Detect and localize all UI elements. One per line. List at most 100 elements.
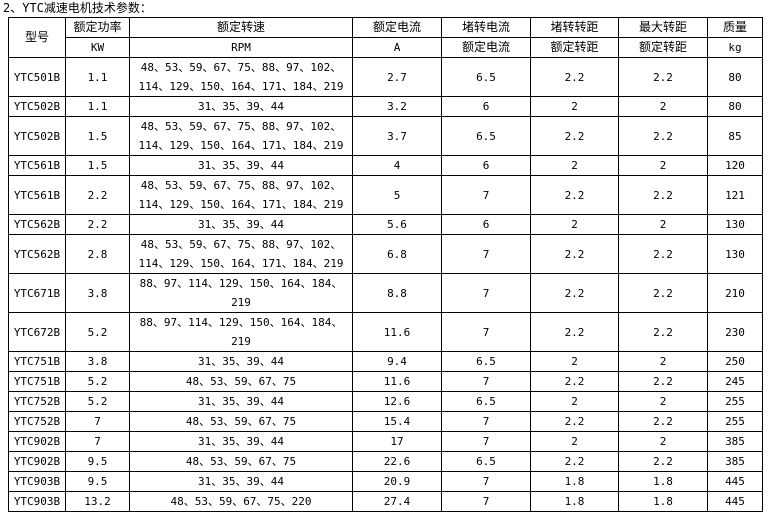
cell-max-torque: 2 — [618, 431, 708, 452]
cell-max-torque: 2.2 — [618, 312, 708, 352]
rpm-line: 31、35、39、44 — [198, 475, 284, 488]
cell-rpm: 48、53、59、67、75 — [129, 451, 353, 472]
rpm-line: 114、129、150、164、171、184、219 — [138, 80, 344, 93]
header-current-unit: A — [352, 37, 442, 58]
table-row: YTC502B 1.5 48、53、59、67、75、88、97、102、 114、1… — [8, 116, 763, 156]
cell-model: YTC902B — [8, 431, 66, 452]
cell-stall-torque: 2.2 — [530, 57, 619, 97]
cell-stall-torque: 2.2 — [530, 175, 619, 215]
cell-max-torque: 2 — [618, 155, 708, 176]
cell-stall-current: 6 — [441, 96, 531, 117]
cell-max-torque: 2 — [618, 391, 708, 412]
cell-model: YTC562B — [8, 214, 66, 235]
cell-mass: 385 — [707, 431, 763, 452]
cell-stall-current: 7 — [441, 371, 531, 392]
cell-model: YTC672B — [8, 312, 66, 352]
cell-power: 2.2 — [65, 175, 130, 215]
cell-model: YTC752B — [8, 391, 66, 412]
rpm-line: 88、97、114、129、150、164、184、 — [139, 316, 343, 329]
cell-model: YTC562B — [8, 234, 66, 274]
cell-power: 3.8 — [65, 273, 130, 313]
cell-stall-current: 6.5 — [441, 391, 531, 412]
cell-current: 6.8 — [352, 234, 442, 274]
cell-stall-torque: 2.2 — [530, 116, 619, 156]
cell-power: 1.5 — [65, 155, 130, 176]
table-row: YTC562B 2.8 48、53、59、67、75、88、97、102、 114、1… — [8, 234, 763, 274]
cell-stall-torque: 2 — [530, 155, 619, 176]
cell-stall-current: 6.5 — [441, 116, 531, 156]
cell-current: 5 — [352, 175, 442, 215]
cell-current: 3.2 — [352, 96, 442, 117]
rpm-line: 31、35、39、44 — [198, 100, 284, 113]
cell-current: 27.4 — [352, 491, 442, 512]
table-row: YTC561B 1.5 31、35、39、44 4 6 2 2 120 — [8, 155, 763, 176]
cell-rpm: 31、35、39、44 — [129, 391, 353, 412]
cell-rpm: 31、35、39、44 — [129, 96, 353, 117]
cell-power: 1.1 — [65, 96, 130, 117]
table-row: YTC501B 1.1 48、53、59、67、75、88、97、102、 114、1… — [8, 57, 763, 97]
cell-current: 11.6 — [352, 371, 442, 392]
cell-model: YTC902B — [8, 451, 66, 472]
cell-model: YTC752B — [8, 411, 66, 432]
rpm-line: 114、129、150、164、171、184、219 — [138, 198, 344, 211]
cell-mass: 445 — [707, 491, 763, 512]
cell-model: YTC751B — [8, 371, 66, 392]
cell-max-torque: 2.2 — [618, 411, 708, 432]
cell-power: 5.2 — [65, 371, 130, 392]
rpm-line: 114、129、150、164、171、184、219 — [138, 139, 344, 152]
cell-stall-current: 6 — [441, 155, 531, 176]
cell-stall-torque: 2.2 — [530, 273, 619, 313]
cell-rpm: 48、53、59、67、75、88、97、102、 114、129、150、164… — [129, 57, 353, 97]
cell-stall-current: 7 — [441, 491, 531, 512]
cell-stall-current: 7 — [441, 312, 531, 352]
cell-max-torque: 2.2 — [618, 116, 708, 156]
table-row: YTC902B 7 31、35、39、44 17 7 2 2 385 — [8, 431, 763, 452]
cell-model: YTC561B — [8, 175, 66, 215]
cell-stall-torque: 2.2 — [530, 451, 619, 472]
cell-stall-current: 6.5 — [441, 351, 531, 372]
cell-current: 8.8 — [352, 273, 442, 313]
header-power: 额定功率 — [65, 17, 130, 38]
cell-max-torque: 2.2 — [618, 371, 708, 392]
header-speed: 额定转速 — [129, 17, 353, 38]
rpm-line: 31、35、39、44 — [198, 395, 284, 408]
cell-model: YTC501B — [8, 57, 66, 97]
cell-current: 2.7 — [352, 57, 442, 97]
cell-power: 2.8 — [65, 234, 130, 274]
cell-current: 3.7 — [352, 116, 442, 156]
cell-max-torque: 2 — [618, 214, 708, 235]
rpm-line: 31、35、39、44 — [198, 435, 284, 448]
cell-power: 1.1 — [65, 57, 130, 97]
cell-power: 3.8 — [65, 351, 130, 372]
table-row: YTC752B 7 48、53、59、67、75 15.4 7 2.2 2.2 255 — [8, 411, 763, 432]
cell-stall-torque: 2 — [530, 391, 619, 412]
cell-max-torque: 2.2 — [618, 451, 708, 472]
table-body: YTC501B 1.1 48、53、59、67、75、88、97、102、 114、1… — [8, 57, 763, 512]
header-model: 型号 — [8, 17, 66, 58]
cell-mass: 85 — [707, 116, 763, 156]
rpm-line: 48、53、59、67、75、88、97、102、 — [140, 179, 342, 192]
rpm-line: 48、53、59、67、75 — [185, 415, 297, 428]
cell-stall-current: 7 — [441, 431, 531, 452]
cell-mass: 80 — [707, 57, 763, 97]
rpm-line: 114、129、150、164、171、184、219 — [138, 257, 344, 270]
cell-mass: 230 — [707, 312, 763, 352]
header-stall-torque: 堵转转距 — [530, 17, 619, 38]
cell-stall-current: 7 — [441, 471, 531, 492]
cell-mass: 130 — [707, 214, 763, 235]
cell-power: 5.2 — [65, 391, 130, 412]
cell-current: 22.6 — [352, 451, 442, 472]
cell-power: 5.2 — [65, 312, 130, 352]
cell-power: 13.2 — [65, 491, 130, 512]
cell-mass: 245 — [707, 371, 763, 392]
cell-model: YTC903B — [8, 491, 66, 512]
cell-power: 2.2 — [65, 214, 130, 235]
rpm-line: 219 — [231, 296, 251, 309]
cell-mass: 250 — [707, 351, 763, 372]
table-row: YTC671B 3.8 88、97、114、129、150、164、184、 219 8… — [8, 273, 763, 313]
rpm-line: 48、53、59、67、75 — [185, 375, 297, 388]
cell-max-torque: 2.2 — [618, 57, 708, 97]
cell-max-torque: 2.2 — [618, 175, 708, 215]
cell-power: 1.5 — [65, 116, 130, 156]
cell-model: YTC751B — [8, 351, 66, 372]
